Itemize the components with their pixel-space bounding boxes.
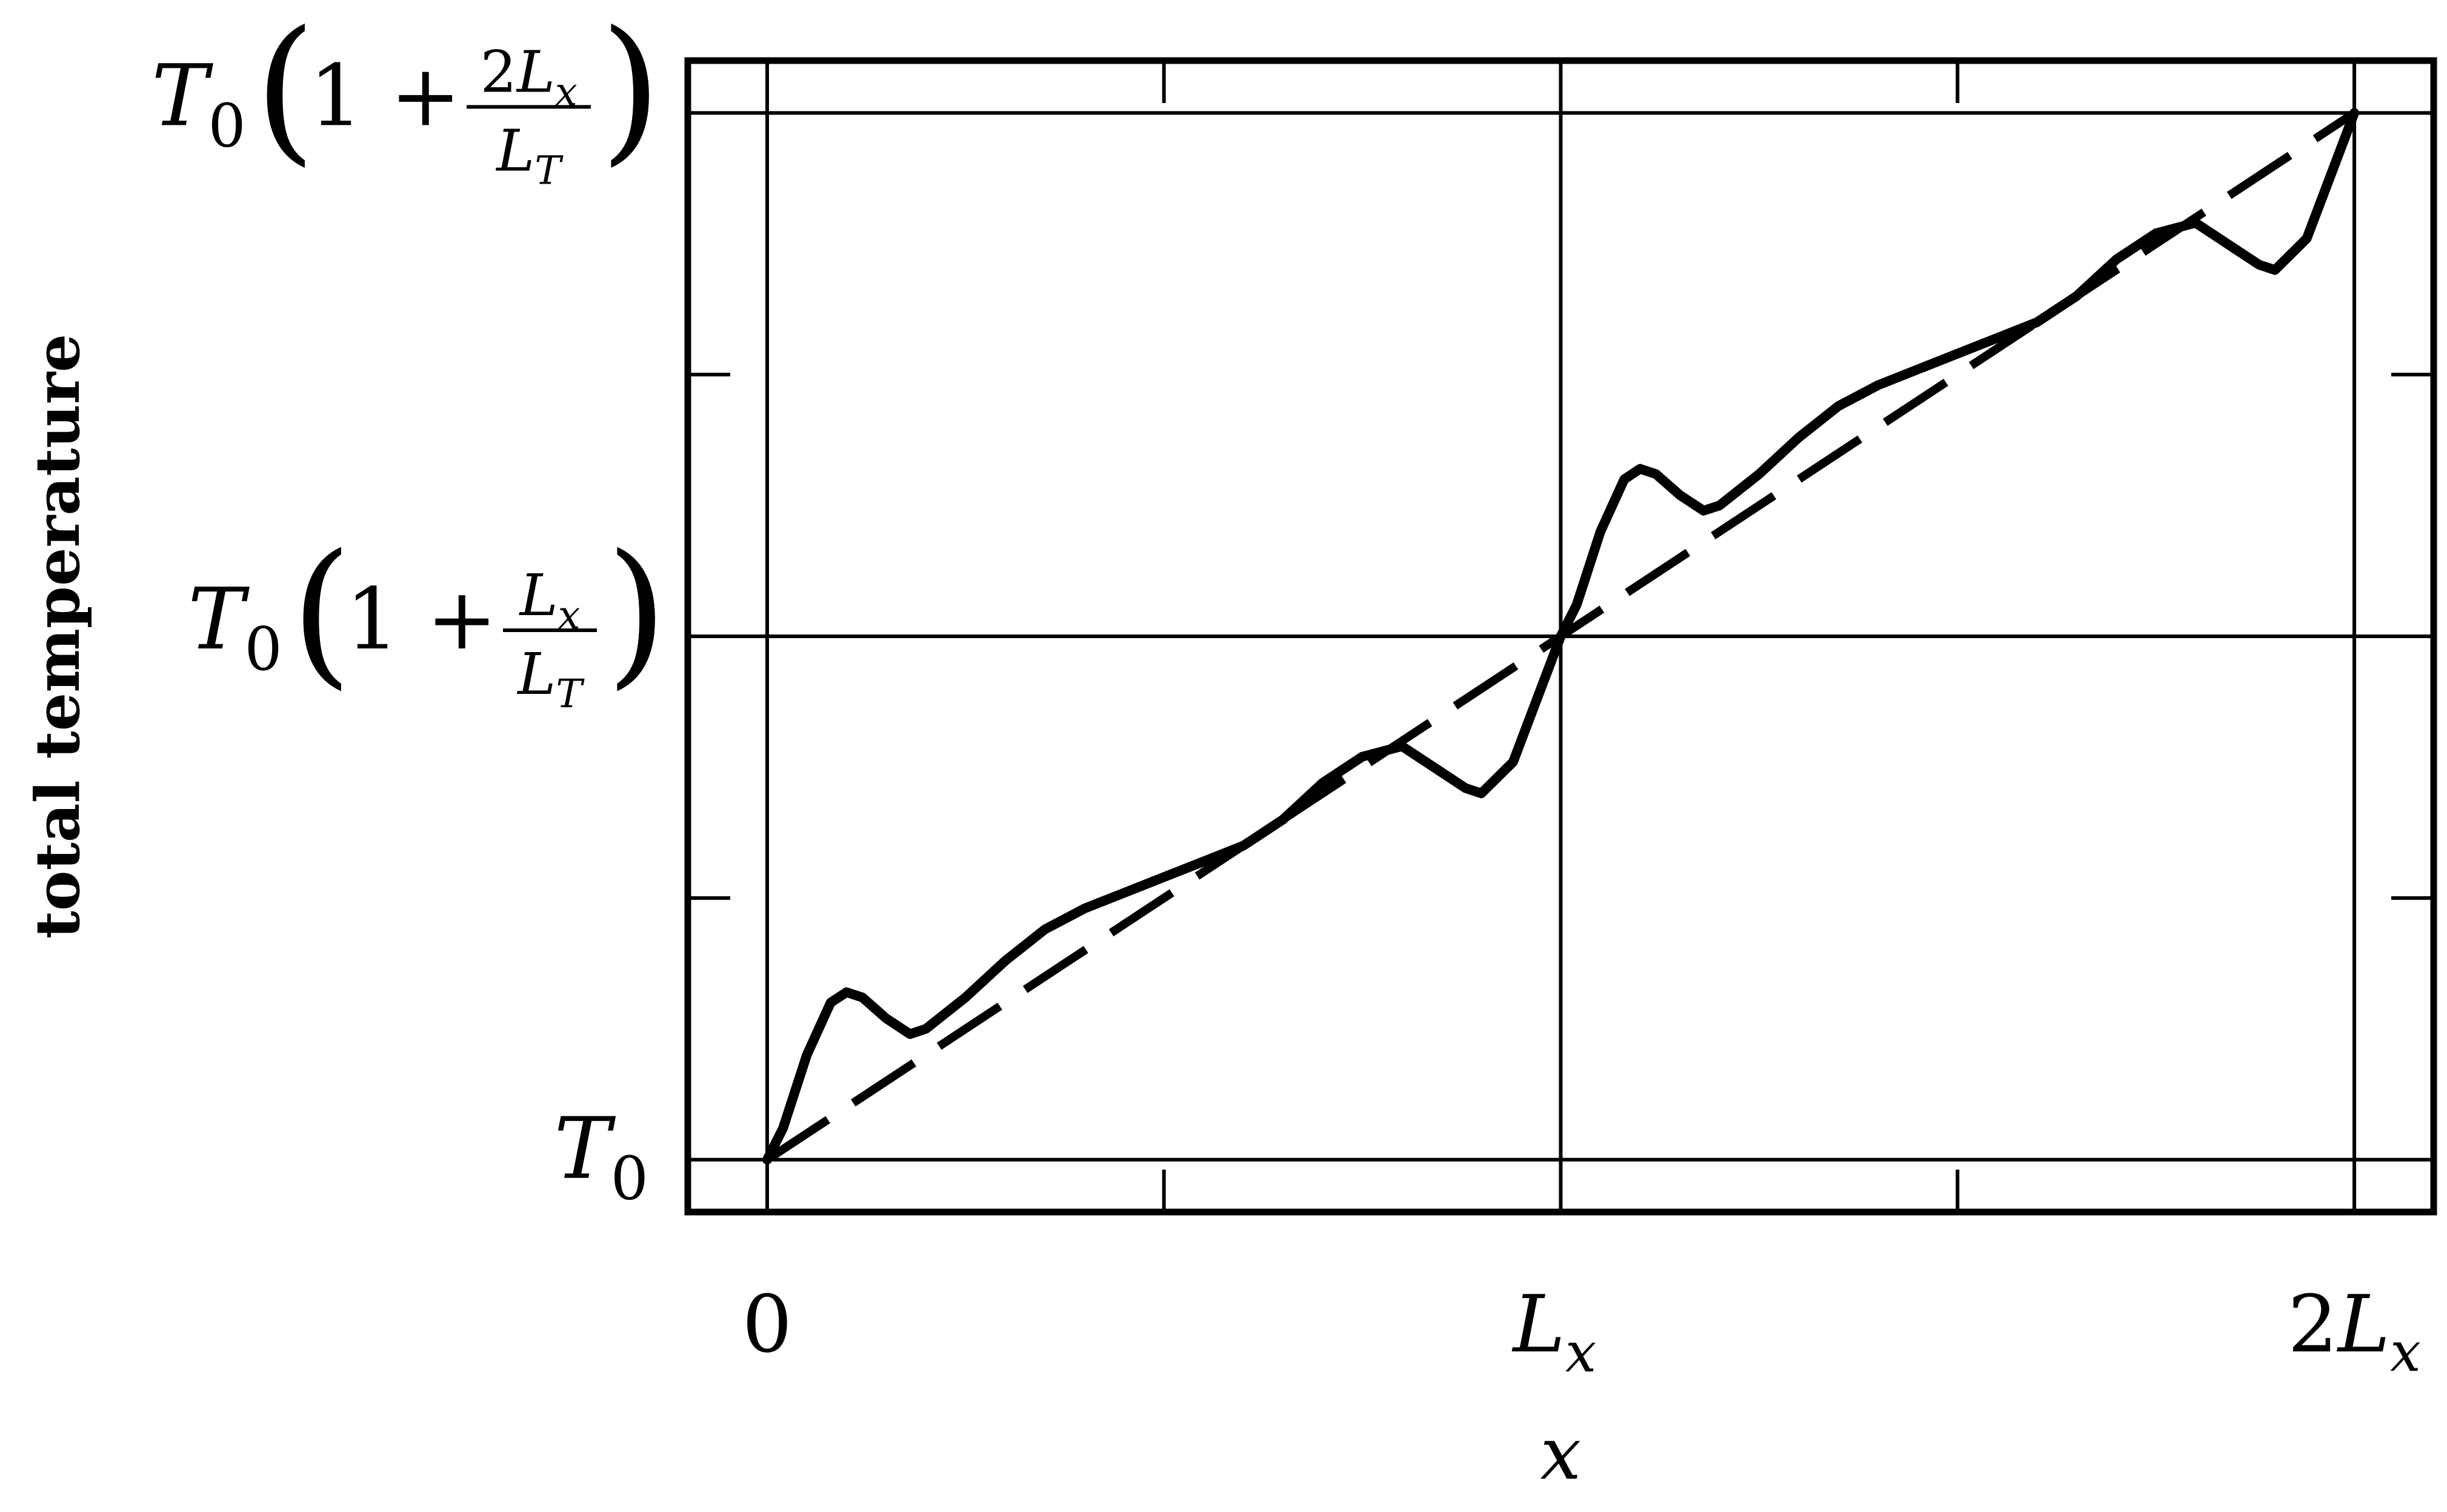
y-tick-label-1-denominator: LT bbox=[516, 641, 585, 717]
y-tick-label-2-one-plus: 1 + bbox=[309, 47, 461, 145]
x-tick-label-1: Lx bbox=[1512, 1278, 1597, 1385]
y-tick-label-2-t0: T0 bbox=[151, 47, 246, 161]
plot-frame bbox=[684, 57, 2437, 1216]
y-tick-label-1-lparen: ( bbox=[291, 521, 352, 704]
y-axis-label: total temperature bbox=[22, 334, 93, 939]
x-tick-label-2: 2Lx bbox=[2288, 1278, 2421, 1384]
x-tick-label-0: 0 bbox=[742, 1278, 793, 1370]
y-tick-label-2-numerator: 2Lx bbox=[480, 39, 577, 115]
y-tick-label-1-numerator: Lx bbox=[519, 562, 581, 638]
y-tick-label-1-one-plus: 1 + bbox=[345, 570, 498, 669]
y-tick-label-1-t0: T0 bbox=[188, 570, 282, 684]
series-group bbox=[762, 108, 2359, 1165]
y-tick-label-1-rparen: ) bbox=[606, 521, 667, 704]
y-tick-label-0: T0 bbox=[554, 1100, 648, 1214]
y-tick-label-2-denominator: LT bbox=[495, 118, 564, 193]
tick-marks bbox=[688, 61, 2434, 1212]
x-axis-label: x bbox=[1540, 1412, 1582, 1496]
series-line-dashed bbox=[765, 109, 2357, 1164]
y-tick-label-2-lparen: ( bbox=[255, 0, 316, 181]
y-tick-label-2-rparen: ) bbox=[600, 0, 661, 181]
